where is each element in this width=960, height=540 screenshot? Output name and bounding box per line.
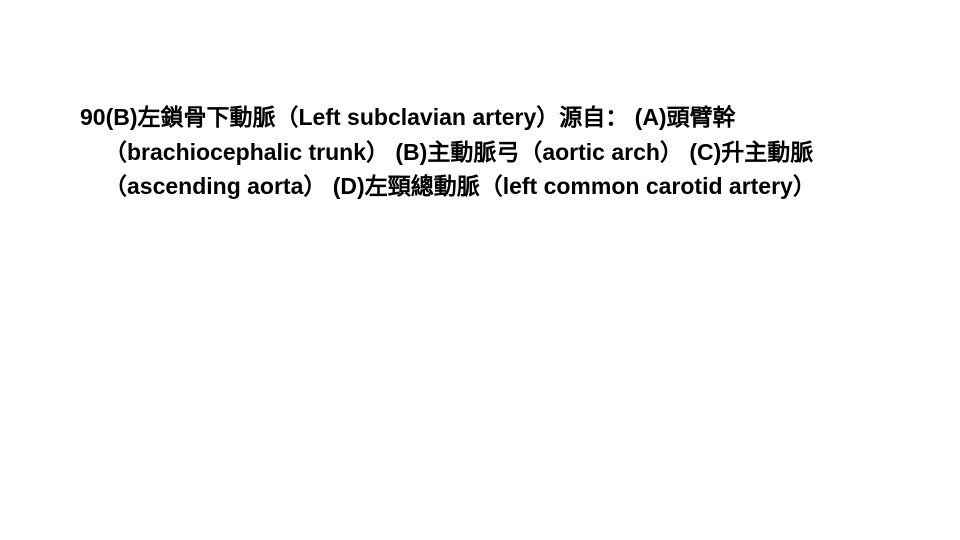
question-text: 90(B)左鎖骨下動脈（Left subclavian artery）源自： (… [80, 100, 880, 204]
